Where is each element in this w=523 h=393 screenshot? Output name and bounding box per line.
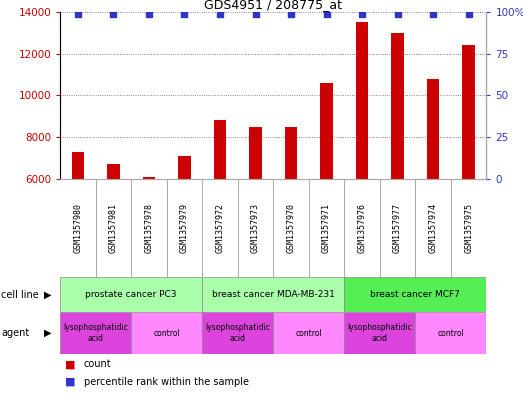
Bar [320, 83, 333, 179]
Point [429, 11, 437, 17]
Bar [60, 277, 202, 312]
Bar [202, 312, 273, 354]
Bar [415, 312, 486, 354]
Bar [344, 277, 486, 312]
Text: agent: agent [1, 328, 29, 338]
Point [322, 11, 331, 17]
Bar [249, 127, 262, 179]
Text: GSM1357974: GSM1357974 [429, 203, 438, 253]
Text: lysophosphatidic
acid: lysophosphatidic acid [206, 323, 270, 343]
Text: GSM1357981: GSM1357981 [109, 203, 118, 253]
Text: GSM1357975: GSM1357975 [464, 203, 473, 253]
Text: ▶: ▶ [44, 328, 51, 338]
Point [464, 11, 473, 17]
Text: count: count [84, 359, 111, 369]
Point [216, 11, 224, 17]
Bar [178, 156, 191, 179]
Text: GSM1357971: GSM1357971 [322, 203, 331, 253]
Bar [344, 312, 415, 354]
Text: GSM1357977: GSM1357977 [393, 203, 402, 253]
Text: GSM1357976: GSM1357976 [358, 203, 367, 253]
Bar [285, 127, 297, 179]
Bar [143, 177, 155, 179]
Point [393, 11, 402, 17]
Point [180, 11, 189, 17]
Bar [214, 120, 226, 179]
Point [358, 11, 366, 17]
Bar [273, 312, 344, 354]
Text: prostate cancer PC3: prostate cancer PC3 [85, 290, 177, 299]
Text: lysophosphatidic
acid: lysophosphatidic acid [63, 323, 128, 343]
Text: GSM1357973: GSM1357973 [251, 203, 260, 253]
Text: GSM1357970: GSM1357970 [287, 203, 295, 253]
Point [109, 11, 118, 17]
Text: ■: ■ [65, 359, 76, 369]
Text: GSM1357978: GSM1357978 [144, 203, 153, 253]
Bar [391, 33, 404, 179]
Text: breast cancer MCF7: breast cancer MCF7 [370, 290, 460, 299]
Text: percentile rank within the sample: percentile rank within the sample [84, 377, 248, 387]
Title: GDS4951 / 208775_at: GDS4951 / 208775_at [204, 0, 342, 11]
Bar [60, 312, 131, 354]
Text: control: control [438, 329, 464, 338]
Bar [356, 22, 368, 179]
Point [74, 11, 82, 17]
Text: cell line: cell line [1, 290, 39, 300]
Bar [107, 164, 120, 179]
Bar [462, 45, 475, 179]
Text: GSM1357972: GSM1357972 [215, 203, 224, 253]
Bar [72, 152, 84, 179]
Text: ▶: ▶ [44, 290, 51, 300]
Bar [427, 79, 439, 179]
Point [287, 11, 295, 17]
Text: ■: ■ [65, 377, 76, 387]
Text: GSM1357980: GSM1357980 [73, 203, 83, 253]
Point [145, 11, 153, 17]
Bar [202, 277, 344, 312]
Point [252, 11, 260, 17]
Text: control: control [295, 329, 322, 338]
Text: breast cancer MDA-MB-231: breast cancer MDA-MB-231 [212, 290, 335, 299]
Text: lysophosphatidic
acid: lysophosphatidic acid [347, 323, 412, 343]
Text: GSM1357979: GSM1357979 [180, 203, 189, 253]
Text: control: control [153, 329, 180, 338]
Bar [131, 312, 202, 354]
